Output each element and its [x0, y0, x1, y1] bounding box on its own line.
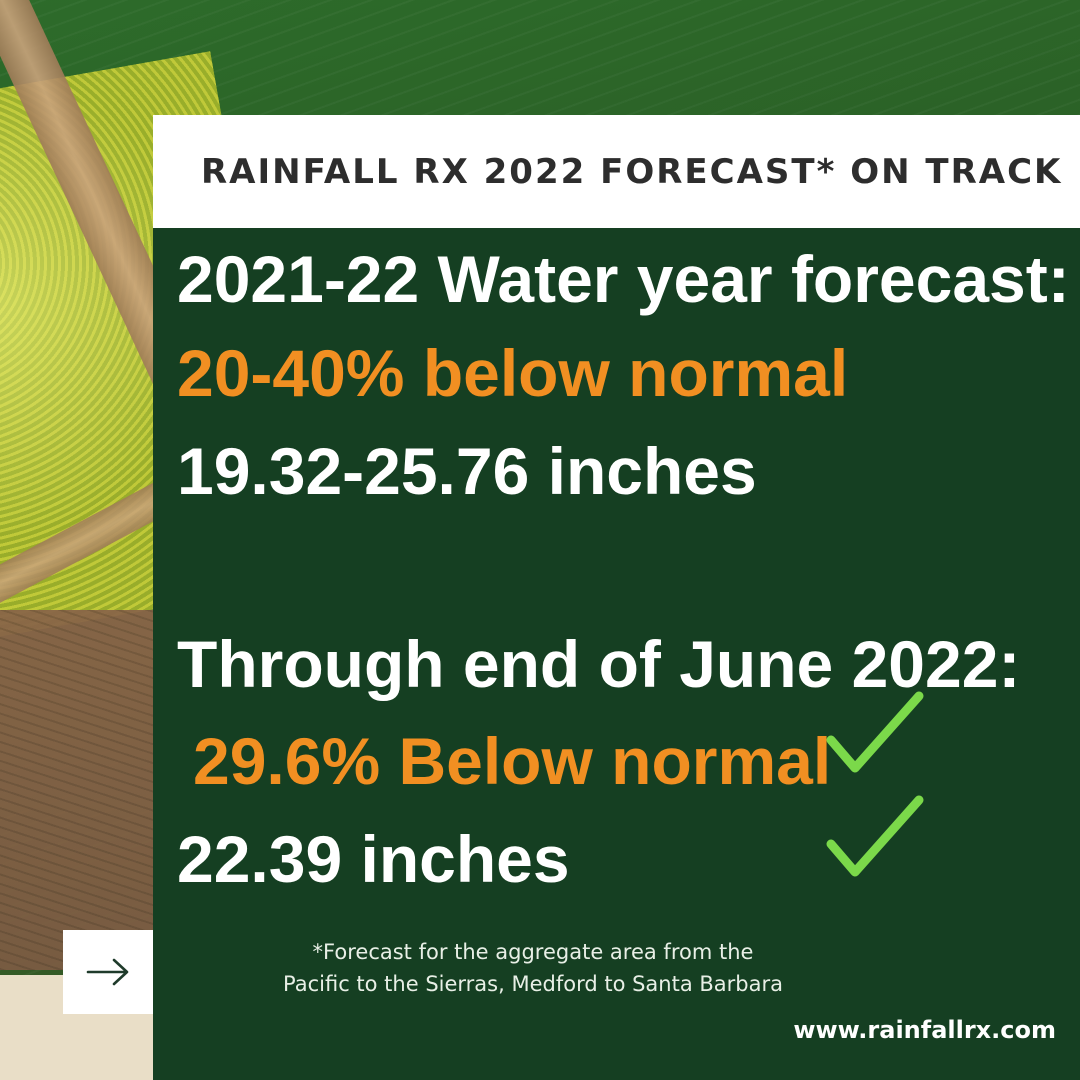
footnote: *Forecast for the aggregate area from th… [223, 936, 843, 1000]
arrow-right-icon [86, 958, 129, 986]
actual-heading: Through end of June 2022: [177, 627, 1021, 701]
footnote-line-1: *Forecast for the aggregate area from th… [312, 940, 754, 964]
check-icon [826, 795, 924, 877]
actual-inches: 22.39 inches [177, 822, 570, 896]
next-button[interactable] [63, 930, 153, 1014]
title-bar: RAINFALL RX 2022 FORECAST* ON TRACK [153, 115, 1080, 228]
forecast-panel: 2021-22 Water year forecast: 20-40% belo… [153, 228, 1080, 1080]
forecast-inches: 19.32-25.76 inches [177, 434, 757, 508]
actual-percent: 29.6% Below normal [193, 724, 832, 798]
plowed-field [0, 610, 170, 970]
forecast-percent: 20-40% below normal [177, 336, 849, 410]
check-icon [826, 691, 924, 773]
website-url[interactable]: www.rainfallrx.com [793, 1016, 1056, 1044]
forecast-heading: 2021-22 Water year forecast: [177, 242, 1070, 316]
footnote-line-2: Pacific to the Sierras, Medford to Santa… [283, 972, 783, 996]
page-title: RAINFALL RX 2022 FORECAST* ON TRACK [201, 151, 1063, 192]
